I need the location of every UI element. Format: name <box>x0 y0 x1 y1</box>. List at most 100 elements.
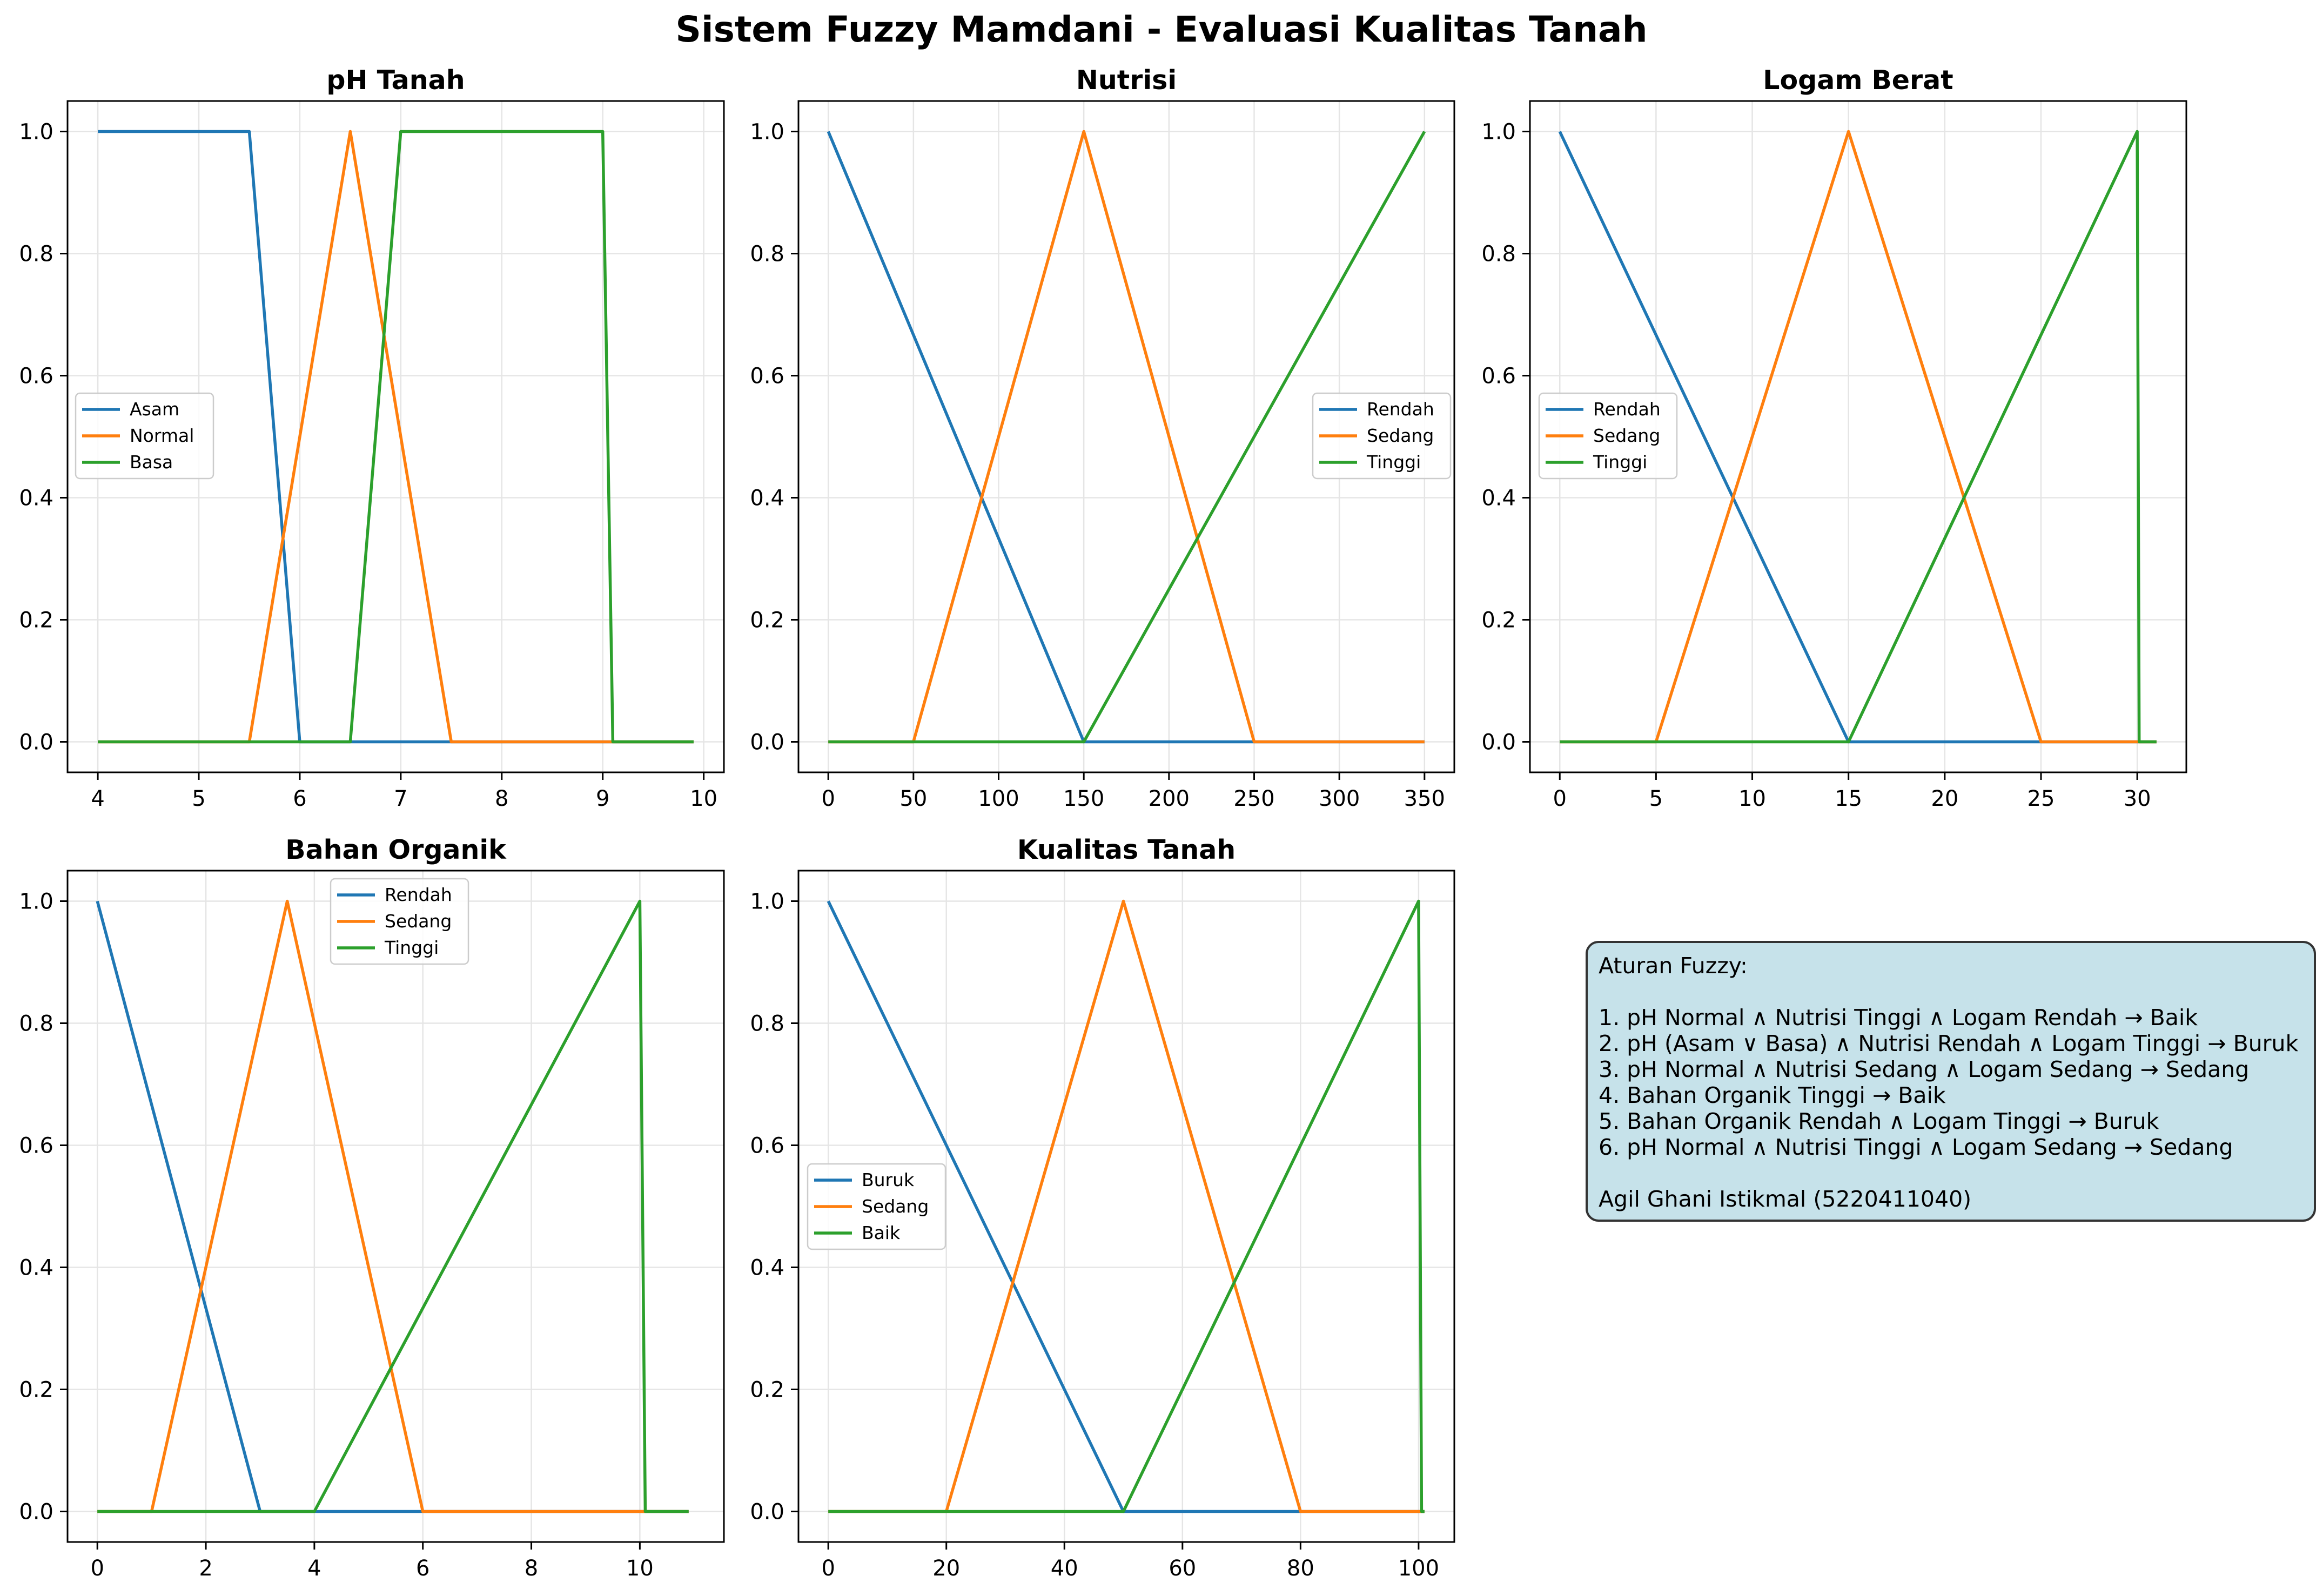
y-tick-label: 0.8 <box>1481 242 1516 267</box>
y-tick-label: 1.0 <box>1481 120 1516 145</box>
y-tick-label: 0.2 <box>19 608 53 633</box>
series-line-basa <box>98 130 694 744</box>
subplot-title: pH Tanah <box>326 65 465 96</box>
y-tick-label: 0.8 <box>750 1012 784 1036</box>
legend-label: Rendah <box>1593 399 1661 420</box>
series-line-tinggi <box>97 899 689 1513</box>
subplot-title: Logam Berat <box>1763 65 1953 96</box>
fuzzy-rules-box: Aturan Fuzzy: 1. pH Normal ∧ Nutrisi Tin… <box>1586 941 2316 1222</box>
subplot-5: 0 20 40 60 80 100 0.0 0.2 0.4 0.6 0.8 1.0 Kualitas T… <box>750 834 1455 1581</box>
y-tick-label: 0.6 <box>19 1134 53 1159</box>
plot-frame <box>66 100 725 773</box>
x-tick-label: 8 <box>525 1556 538 1581</box>
plot-frame <box>797 100 1455 773</box>
x-tick-label: 5 <box>1649 786 1663 811</box>
x-tick-label: 7 <box>394 786 407 811</box>
x-tick-label: 0 <box>821 1556 835 1581</box>
plot-frame <box>66 870 725 1543</box>
x-tick-label: 40 <box>1051 1556 1078 1581</box>
x-tick-label: 80 <box>1287 1556 1314 1581</box>
series-line-tinggi <box>1560 130 2157 744</box>
subplot-title: Kualitas Tanah <box>1017 834 1236 865</box>
x-tick-label: 9 <box>596 786 609 811</box>
x-tick-label: 10 <box>1738 786 1766 811</box>
x-tick-label: 100 <box>1398 1556 1439 1581</box>
legend-label: Buruk <box>862 1169 915 1190</box>
legend-label: Sedang <box>1593 425 1660 446</box>
x-tick-label: 100 <box>978 786 1019 811</box>
x-tick-label: 2 <box>199 1556 212 1581</box>
y-tick-label: 0.2 <box>1481 608 1516 633</box>
x-tick-label: 350 <box>1404 786 1445 811</box>
y-tick-label: 0.0 <box>750 730 784 755</box>
y-tick-label: 0.0 <box>750 1500 784 1525</box>
y-tick-label: 0.6 <box>750 364 784 389</box>
plot-frame <box>797 870 1455 1543</box>
legend-label: Tinggi <box>384 937 439 958</box>
y-tick-label: 0.6 <box>1481 364 1516 389</box>
legend-box <box>330 878 469 965</box>
x-tick-label: 60 <box>1169 1556 1196 1581</box>
rules-spacer <box>1599 979 2303 1005</box>
x-tick-label: 6 <box>293 786 306 811</box>
y-tick-label: 0.4 <box>750 486 784 511</box>
subplot-3: 0 5 10 15 20 25 30 0.0 0.2 0.4 0.6 0.8 1.0 Logam Bera… <box>1481 65 2187 811</box>
series-line-sedang <box>97 899 689 1513</box>
subplot-1: 4 5 6 7 8 9 10 0.0 0.2 0.4 0.6 0.8 1.0 pH Tanah Asam No… <box>19 65 725 811</box>
x-tick-label: 50 <box>899 786 927 811</box>
y-tick-label: 0.2 <box>750 1378 784 1403</box>
legend-box <box>75 392 214 480</box>
y-tick-label: 0.8 <box>19 242 53 267</box>
x-tick-label: 10 <box>690 786 717 811</box>
legend-label: Normal <box>130 425 194 446</box>
rule-2: 2. pH (Asam ∨ Basa) ∧ Nutrisi Rendah ∧ L… <box>1599 1031 2299 1056</box>
y-tick-label: 1.0 <box>19 890 53 914</box>
subplot-4: 0 2 4 6 8 10 0.0 0.2 0.4 0.6 0.8 1.0 Bahan Organik Re… <box>19 834 725 1581</box>
x-tick-label: 250 <box>1233 786 1274 811</box>
x-tick-label: 150 <box>1063 786 1104 811</box>
y-tick-label: 0.8 <box>750 242 784 267</box>
rule-5: 5. Bahan Organik Rendah ∧ Logam Tinggi →… <box>1599 1108 2159 1134</box>
x-tick-label: 0 <box>91 1556 104 1581</box>
plot-frame <box>1529 100 2187 773</box>
x-tick-label: 20 <box>1931 786 1958 811</box>
x-tick-label: 4 <box>307 1556 321 1581</box>
x-tick-label: 0 <box>1553 786 1567 811</box>
y-tick-label: 0.2 <box>19 1378 53 1403</box>
y-tick-label: 0.4 <box>750 1256 784 1281</box>
y-tick-label: 0.0 <box>19 1500 53 1525</box>
series-line-tinggi <box>828 131 1426 744</box>
y-tick-label: 1.0 <box>750 890 784 914</box>
y-tick-label: 0.0 <box>1481 730 1516 755</box>
legend-label: Asam <box>130 399 179 420</box>
legend-box <box>807 1163 946 1250</box>
x-tick-label: 200 <box>1149 786 1190 811</box>
legend-label: Tinggi <box>1593 452 1647 473</box>
y-tick-label: 0.0 <box>19 730 53 755</box>
y-tick-label: 1.0 <box>750 120 784 145</box>
rules-author: Agil Ghani Istikmal (5220411040) <box>1599 1186 1972 1212</box>
y-tick-label: 0.4 <box>19 486 53 511</box>
x-tick-label: 10 <box>626 1556 654 1581</box>
x-tick-label: 25 <box>2027 786 2055 811</box>
series-line-rendah <box>96 900 689 1513</box>
y-tick-label: 0.6 <box>19 364 53 389</box>
legend-label: Rendah <box>385 884 452 905</box>
legend-label: Sedang <box>385 911 452 932</box>
subplot-title: Bahan Organik <box>285 834 507 865</box>
y-tick-label: 0.6 <box>750 1134 784 1159</box>
y-tick-label: 0.8 <box>19 1012 53 1036</box>
x-tick-label: 20 <box>932 1556 960 1581</box>
x-tick-label: 30 <box>2124 786 2151 811</box>
legend-label: Baik <box>862 1222 901 1243</box>
rule-4: 4. Bahan Organik Tinggi → Baik <box>1599 1082 1946 1108</box>
legend-label: Sedang <box>1367 425 1434 446</box>
rule-3: 3. pH Normal ∧ Nutrisi Sedang ∧ Logam Se… <box>1599 1056 2250 1082</box>
y-tick-label: 0.2 <box>750 608 784 633</box>
x-tick-label: 5 <box>192 786 205 811</box>
subplot-2: 0 50 100 150 200 250 300 350 0.0 0.2 0.4 0.6 0.8 1.0 N… <box>750 65 1455 811</box>
rules-heading: Aturan Fuzzy: <box>1599 953 1748 979</box>
figure-title: Sistem Fuzzy Mamdani - Evaluasi Kualitas… <box>675 9 1648 50</box>
rules-spacer-2 <box>1599 1160 2303 1186</box>
rule-6: 6. pH Normal ∧ Nutrisi Tinggi ∧ Logam Se… <box>1599 1134 2233 1160</box>
